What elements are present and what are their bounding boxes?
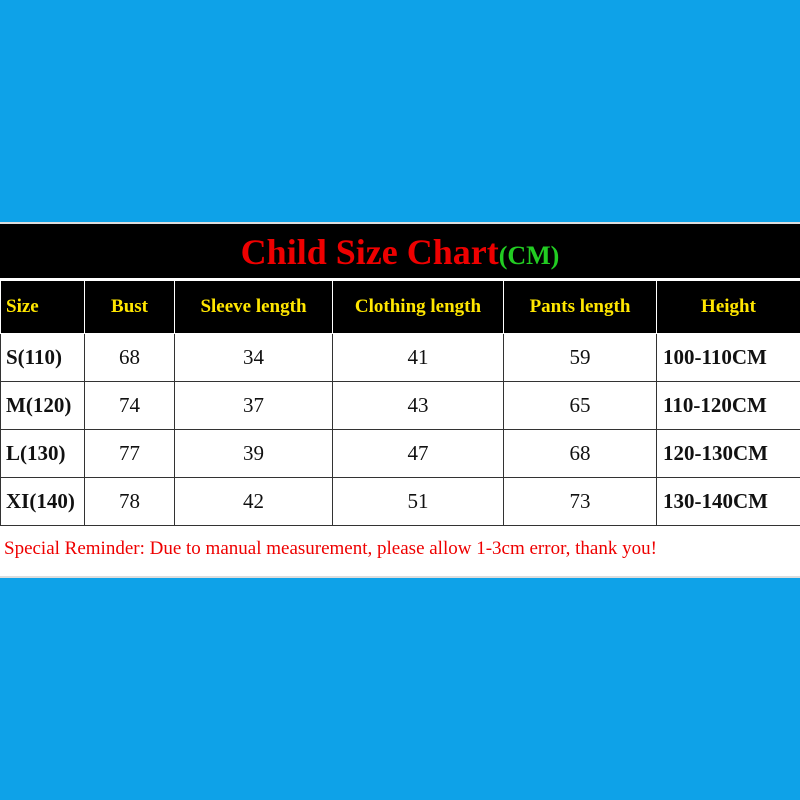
table-row: S(110) 68 34 41 59 100-110CM	[0, 333, 800, 382]
cell: 47	[332, 429, 504, 478]
cell: 120-130CM	[656, 429, 800, 478]
cell: 100-110CM	[656, 333, 800, 382]
cell: 34	[174, 333, 333, 382]
size-chart: Child Size Chart(CM) Size Bust Sleeve leng…	[0, 222, 800, 578]
table-row: XI(140) 78 42 51 73 130-140CM	[0, 477, 800, 526]
size-table: Size Bust Sleeve length Clothing length Pant…	[0, 280, 800, 526]
header-row: Size Bust Sleeve length Clothing length Pant…	[0, 280, 800, 334]
reminder: Special Reminder: Due to manual measurem…	[4, 538, 657, 559]
cell: 110-120CM	[656, 381, 800, 430]
cell: 39	[174, 429, 333, 478]
cell: 42	[174, 477, 333, 526]
cell: 65	[503, 381, 657, 430]
cell: 59	[503, 333, 657, 382]
header-cell: Clothing length	[332, 280, 504, 334]
header-cell: Pants length	[503, 280, 657, 334]
cell: 74	[84, 381, 175, 430]
cell: 68	[503, 429, 657, 478]
header-cell: Height	[656, 280, 800, 334]
title-bar: Child Size Chart(CM)	[0, 224, 800, 278]
cell: 73	[503, 477, 657, 526]
cell: 41	[332, 333, 504, 382]
header-cell: Bust	[84, 280, 175, 334]
cell: 78	[84, 477, 175, 526]
cell: XI(140)	[0, 477, 85, 526]
cell: M(120)	[0, 381, 85, 430]
cell: S(110)	[0, 333, 85, 382]
cell: 37	[174, 381, 333, 430]
cell: 43	[332, 381, 504, 430]
cell: L(130)	[0, 429, 85, 478]
table-row: L(130) 77 39 47 68 120-130CM	[0, 429, 800, 478]
header-cell: Sleeve length	[174, 280, 333, 334]
table-row: M(120) 74 37 43 65 110-120CM	[0, 381, 800, 430]
cell: 77	[84, 429, 175, 478]
cell: 130-140CM	[656, 477, 800, 526]
cell: 68	[84, 333, 175, 382]
title: Child Size Chart	[240, 232, 499, 272]
title-unit: (CM)	[498, 241, 560, 270]
header-cell: Size	[0, 280, 85, 334]
cell: 51	[332, 477, 504, 526]
